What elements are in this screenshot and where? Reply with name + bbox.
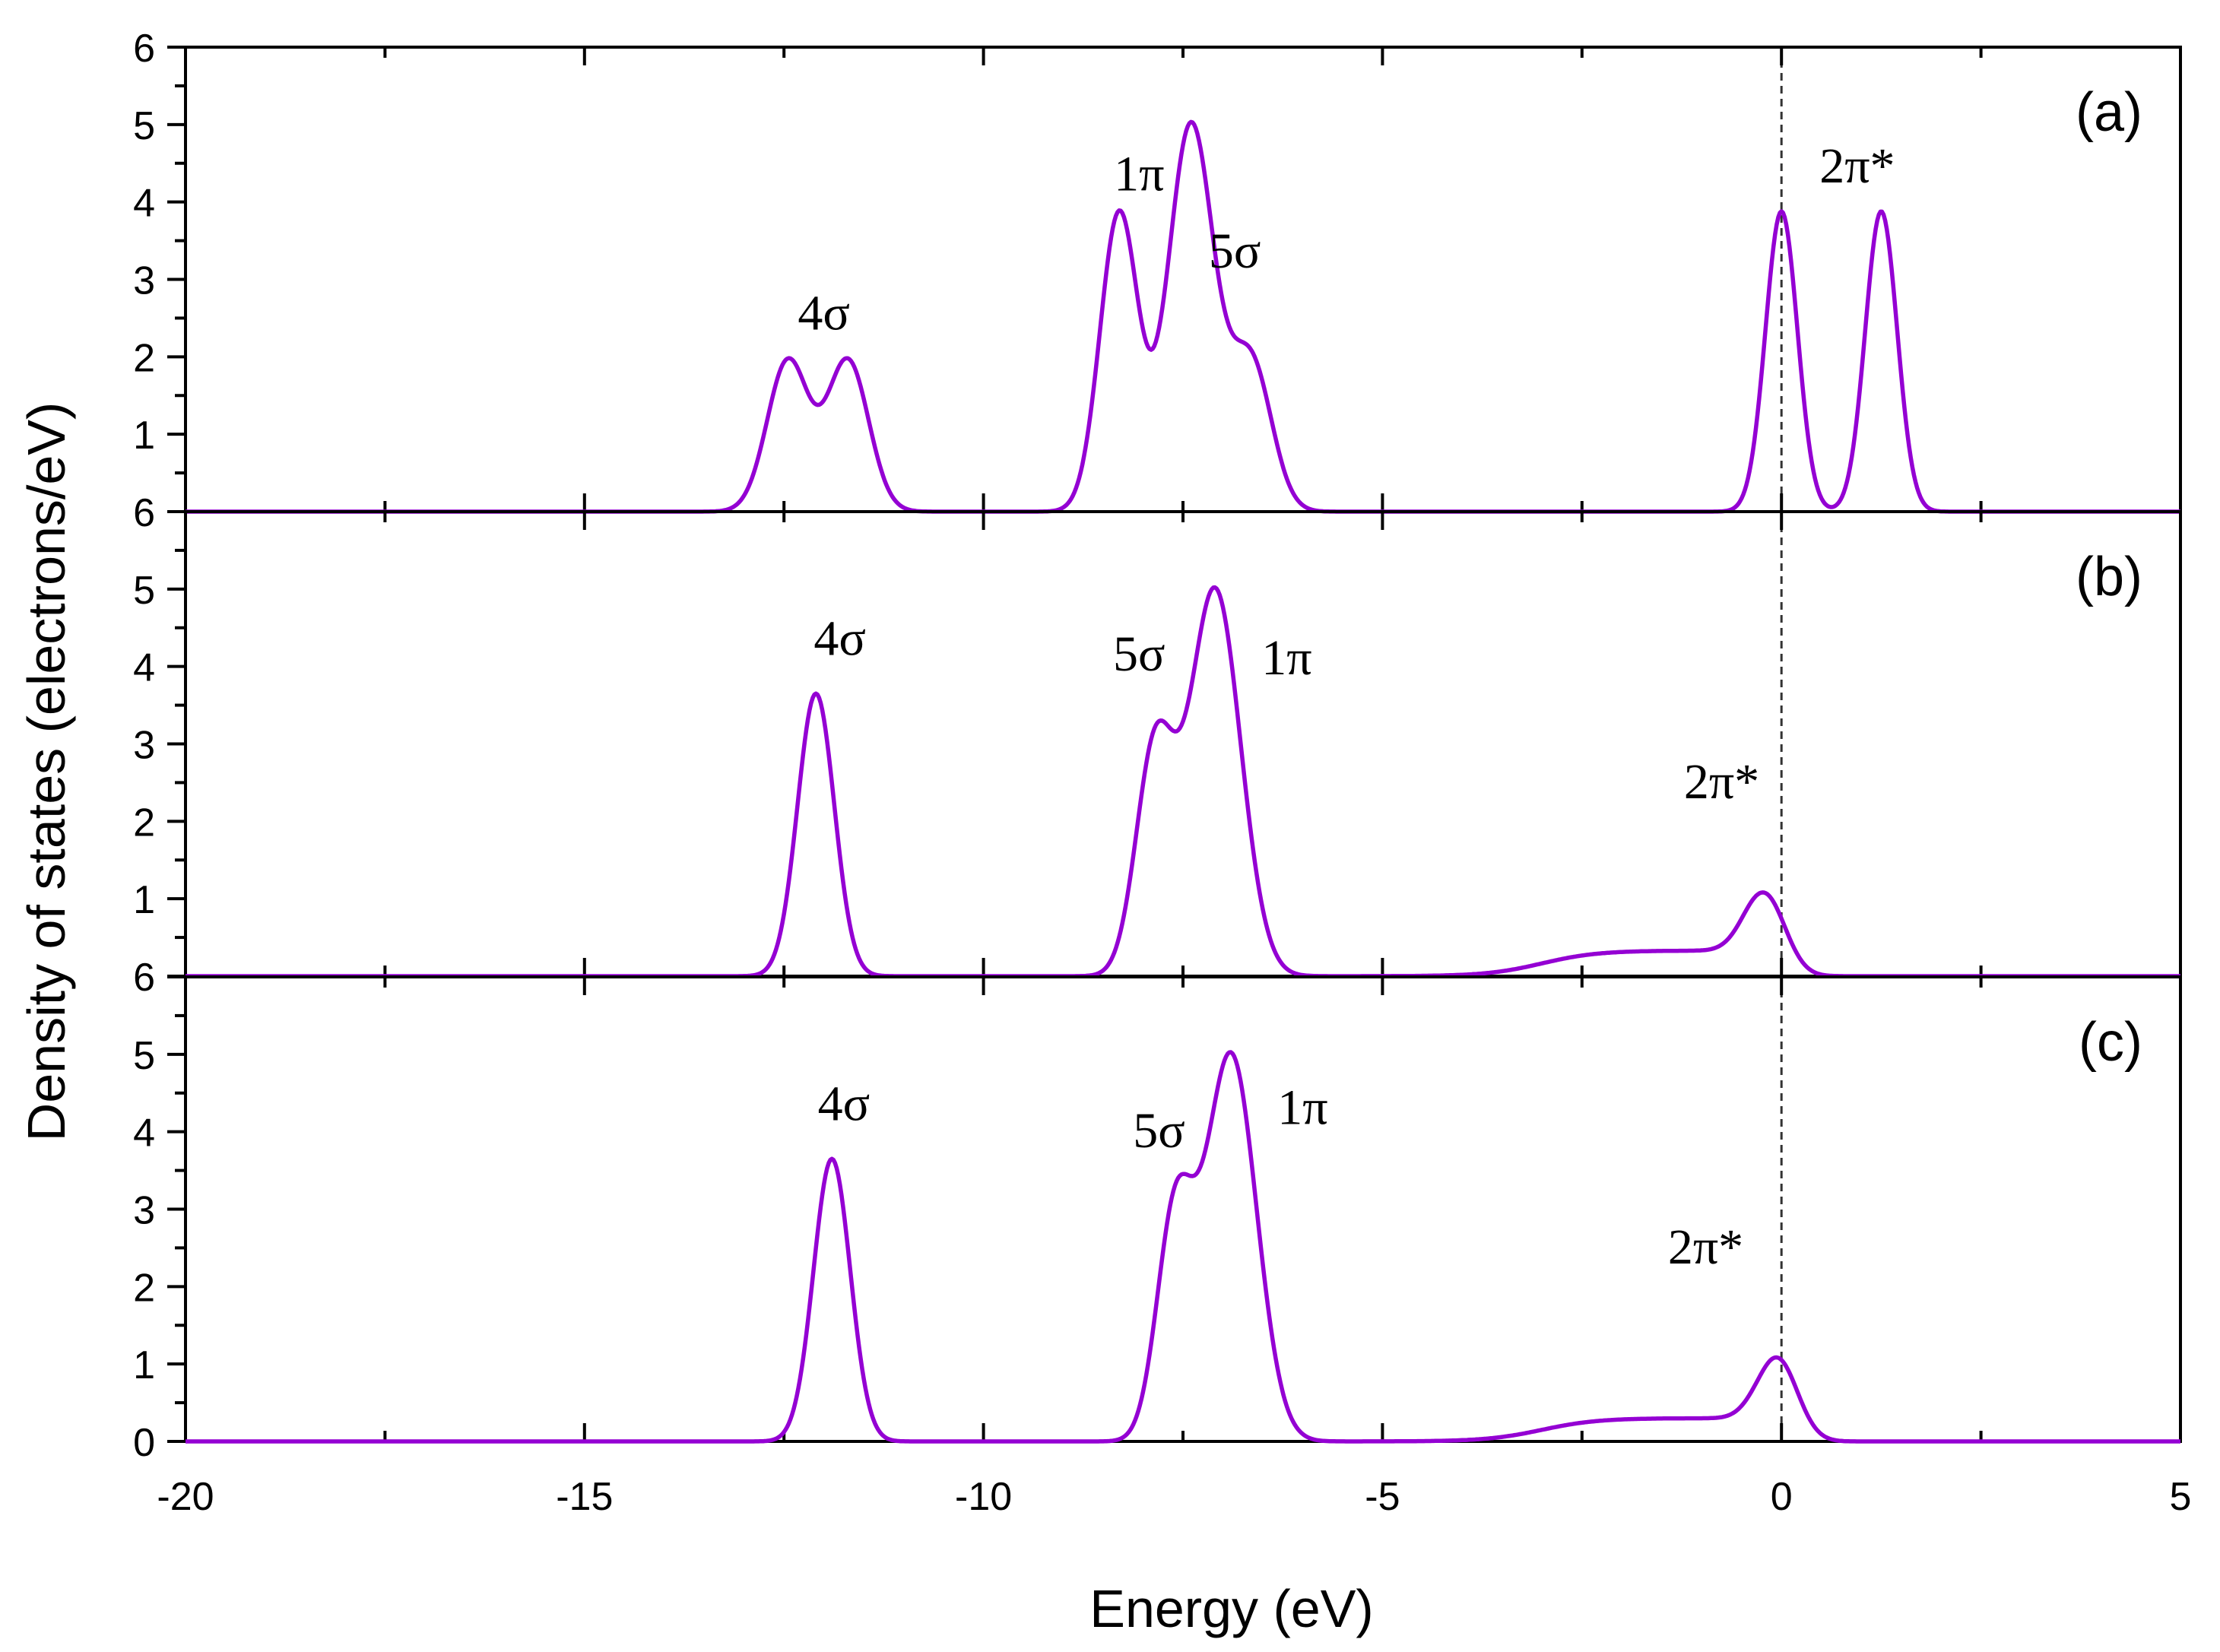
peak-label: 2π* [1668,1219,1743,1275]
peak-label: 2π* [1819,138,1895,194]
y-tick-label: 3 [133,259,155,303]
panel-frame [184,975,2182,1443]
peak-label: 4σ [818,1076,871,1131]
peak-label: 4σ [798,286,850,341]
x-tick-label: -10 [955,1475,1012,1519]
y-axis-title: Density of states (electrons/eV) [17,402,76,1142]
peak-label: 1π [1114,146,1164,201]
peak-label: 5σ [1209,224,1261,279]
x-tick-label: -15 [556,1475,613,1519]
y-tick-label: 0 [133,1421,155,1465]
dos-series-line [185,1050,2181,1444]
x-tick-label: -20 [157,1475,214,1519]
y-tick-label: 5 [133,104,155,148]
y-tick-label: 2 [133,801,155,845]
y-tick-label: 3 [133,724,155,768]
panels-layer: 6 1 2 3 4 5 6 4σ 1π 5σ 2π* (a) 6 1 2 3 4 5 4σ 5σ 1π 2π* (b) 0 1 2… [133,27,2191,1519]
y-tick-label: 1 [133,1343,155,1387]
y-tick-label: 4 [133,1111,155,1156]
y-tick-label: 1 [133,414,155,458]
y-tick-label: 6 [133,27,155,71]
peak-label: 1π [1277,1080,1327,1135]
y-tick-label: 1 [133,878,155,922]
peak-label: 5σ [1133,1103,1185,1159]
y-tick-label: 4 [133,182,155,226]
y-tick-label: 2 [133,336,155,380]
panel-a: 6 1 2 3 4 5 6 4σ 1π 5σ 2π* (a) [133,27,2182,535]
y-tick-label: 6 [133,956,155,1000]
peak-label: 5σ [1113,626,1166,682]
y-tick-label: 3 [133,1189,155,1233]
panel-label: (b) [2076,547,2142,607]
panel-c: 0 1 2 3 4 5 4σ 5σ 1π 2π* (c) [133,975,2182,1465]
x-tick-label: 5 [2170,1475,2192,1519]
y-tick-label: 5 [133,569,155,613]
x-tick-label: -5 [1365,1475,1400,1519]
dos-series-line [185,585,2181,978]
y-tick-label: 2 [133,1266,155,1310]
x-axis-title: Energy (eV) [1089,1579,1373,1638]
panel-b: 6 1 2 3 4 5 4σ 5σ 1π 2π* (b) [133,510,2182,1000]
peak-label: 1π [1261,630,1311,686]
panel-frame [184,46,2182,513]
panel-label: (a) [2076,82,2142,143]
x-tick-label: 0 [1771,1475,1793,1519]
y-tick-label: 5 [133,1034,155,1078]
peak-label: 2π* [1684,754,1759,810]
y-tick-label: 4 [133,646,155,690]
panel-frame [184,510,2182,978]
y-tick-label: 6 [133,491,155,535]
panel-label: (c) [2079,1012,2142,1073]
peak-label: 4σ [813,610,866,666]
